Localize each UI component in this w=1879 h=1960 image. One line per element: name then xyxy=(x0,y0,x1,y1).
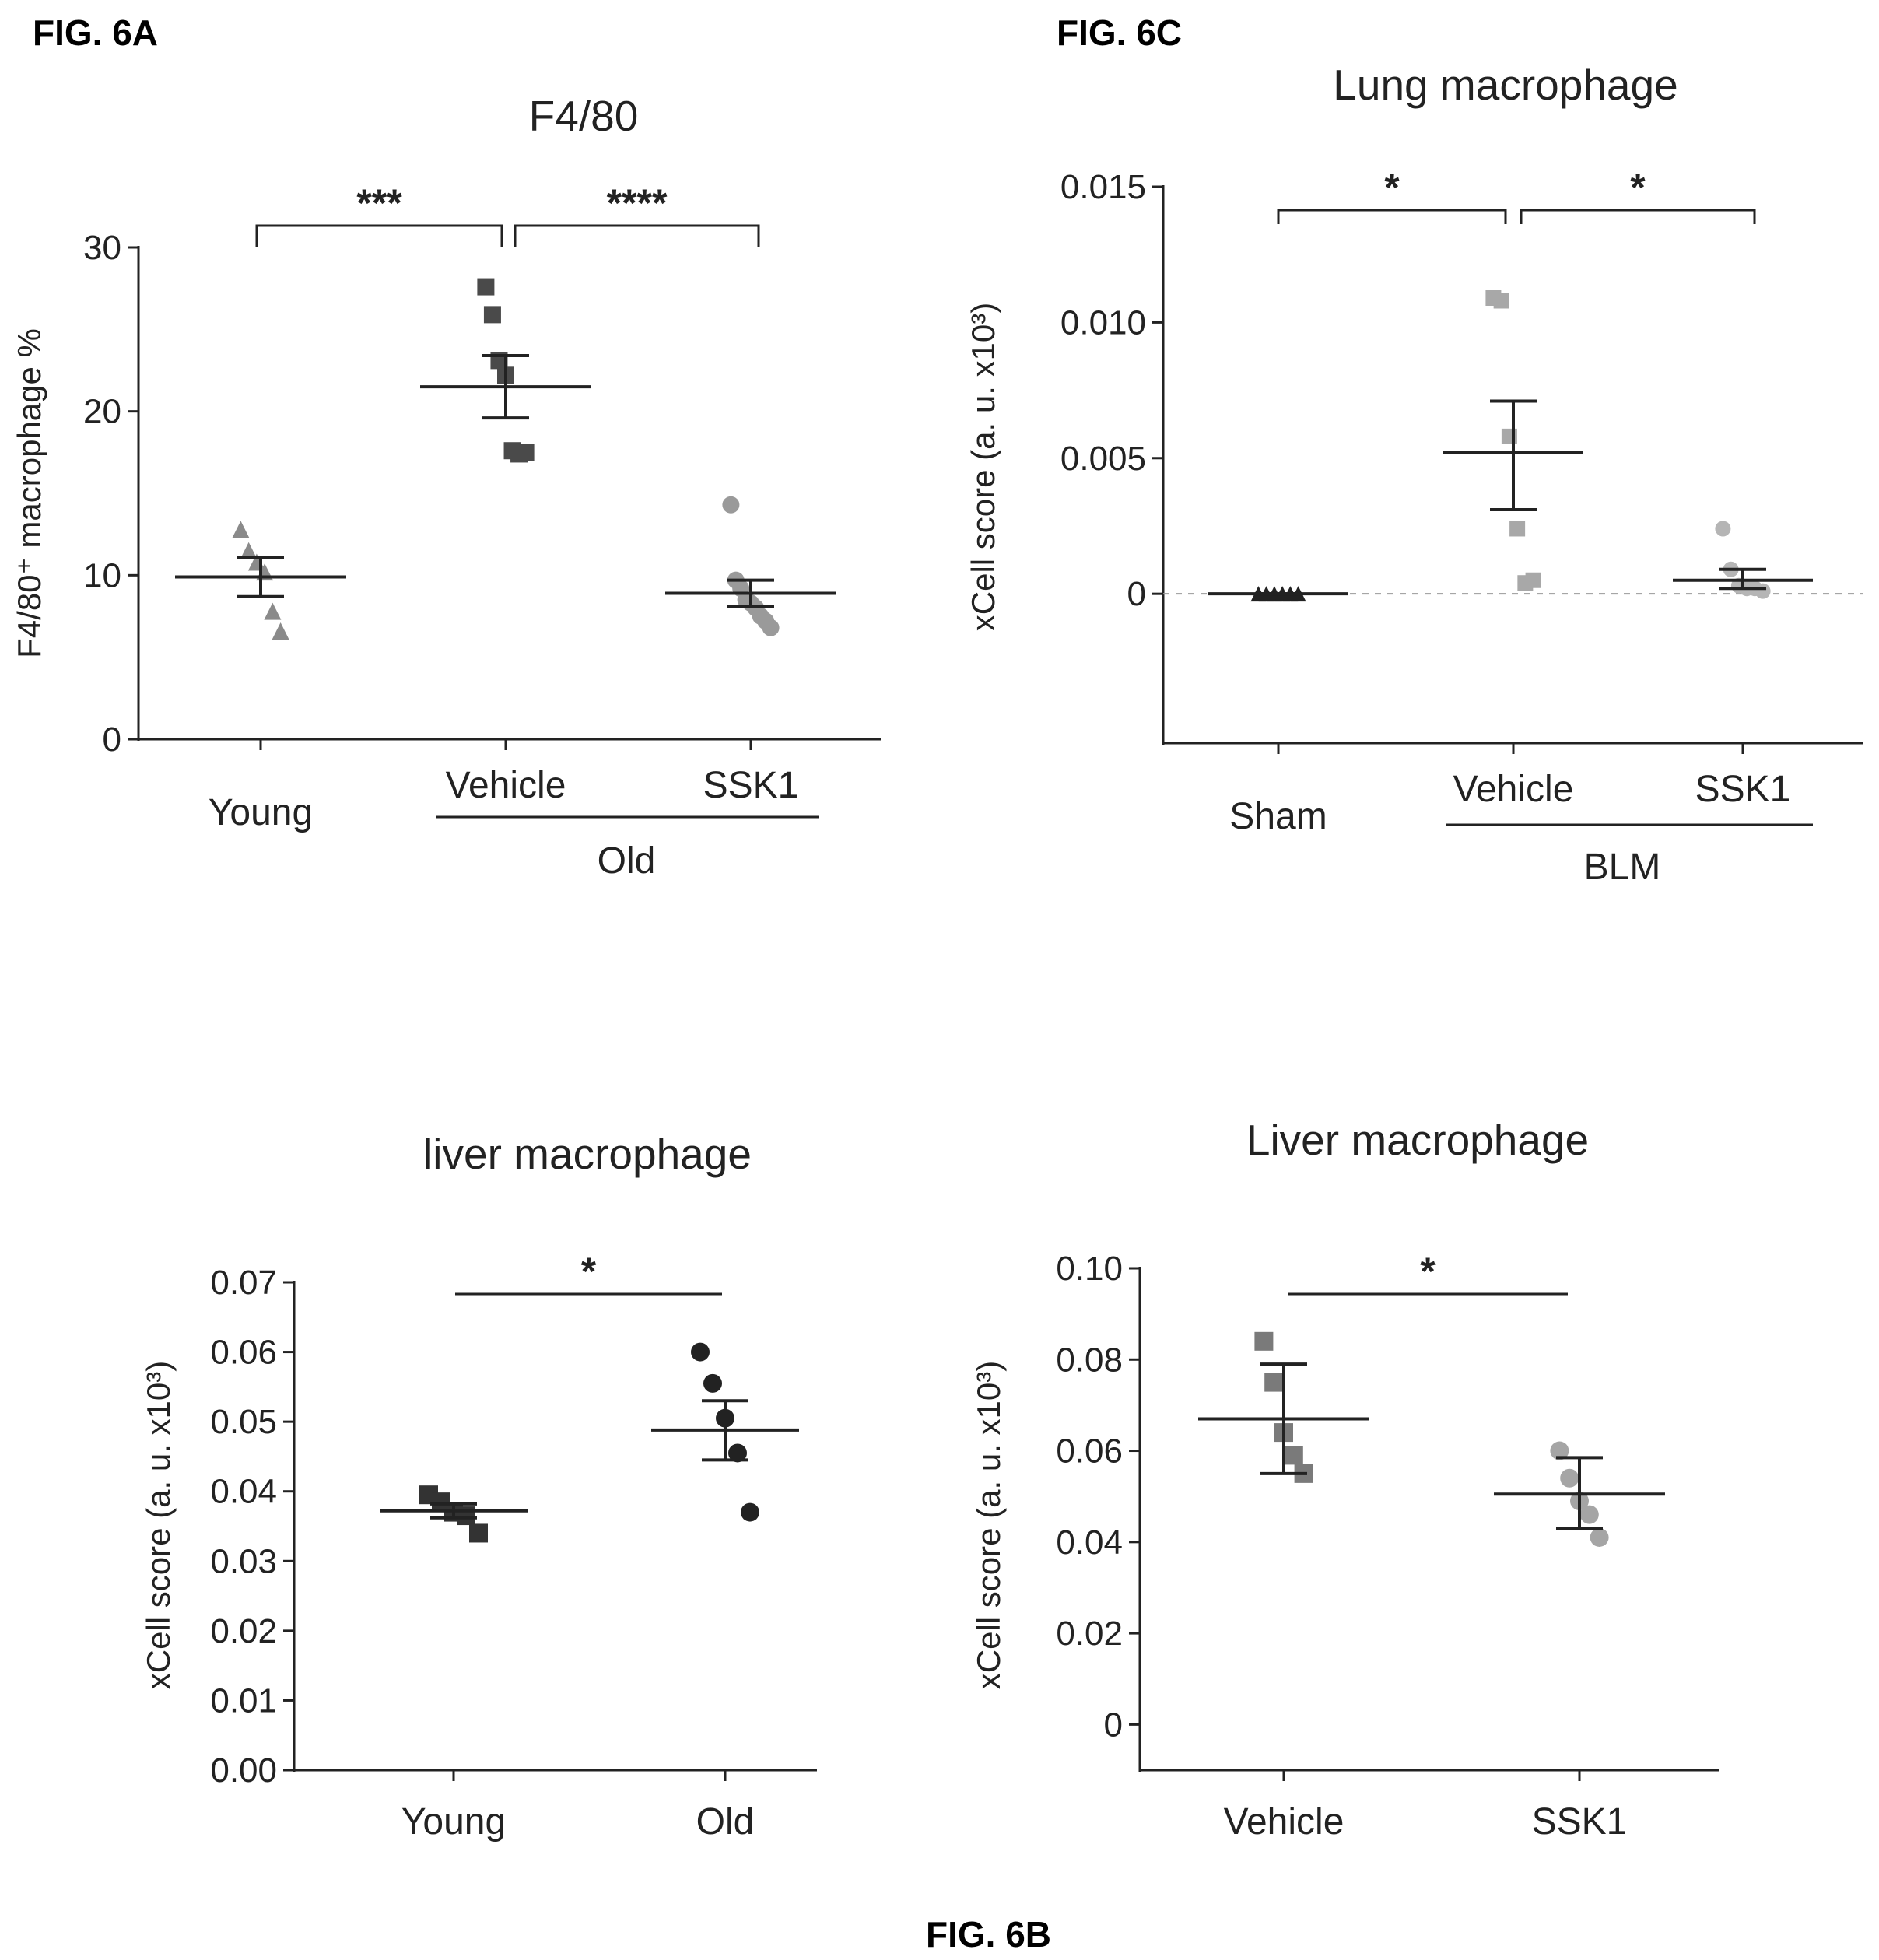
significance-stars: * xyxy=(581,1250,597,1293)
y-tick-label: 0 xyxy=(1127,575,1146,613)
data-point-circle xyxy=(1755,583,1771,599)
y-tick-label: 0.015 xyxy=(1060,168,1146,206)
chart-6a xyxy=(128,224,881,819)
data-point-square xyxy=(1284,1446,1303,1465)
chart-title: liver macrophage xyxy=(423,1130,752,1178)
x-category-label: Young xyxy=(209,792,313,833)
data-point-circle xyxy=(741,1502,759,1522)
data-point-circle xyxy=(1550,1441,1569,1460)
chart-title: Lung macrophage xyxy=(1333,61,1677,109)
data-point-square xyxy=(1525,572,1541,588)
significance-stars: * xyxy=(1630,166,1646,209)
x-category-label: SSK1 xyxy=(1532,1801,1628,1843)
data-point-triangle xyxy=(232,521,250,538)
y-tick-label: 0.08 xyxy=(1056,1341,1123,1379)
data-point-triangle xyxy=(240,542,258,559)
chart-6b-left xyxy=(283,1281,817,1781)
data-point-square xyxy=(517,444,535,461)
chart-6c xyxy=(1152,185,1863,826)
x-category-label: Vehicle xyxy=(446,765,566,806)
y-axis-label: xCell score (a. u. x10³) xyxy=(970,1361,1007,1689)
y-tick-label: 10 xyxy=(83,556,121,594)
y-tick-label: 0.04 xyxy=(210,1473,277,1511)
y-axis-label: xCell score (a. u. x10³) xyxy=(140,1361,177,1689)
data-point-square xyxy=(469,1523,488,1543)
data-point-circle xyxy=(722,496,740,514)
chart-title: Liver macrophage xyxy=(1246,1116,1589,1164)
y-tick-label: 0.01 xyxy=(210,1681,277,1720)
x-category-label: SSK1 xyxy=(1695,769,1791,810)
x-category-label: Vehicle xyxy=(1453,769,1574,810)
x-category-label: Young xyxy=(401,1801,506,1843)
y-tick-label: 0.10 xyxy=(1056,1250,1123,1288)
figure-label-6c: FIG. 6C xyxy=(1057,12,1182,53)
significance-bracket xyxy=(255,224,503,247)
y-tick-label: 0.06 xyxy=(1056,1432,1123,1471)
y-tick-label: 0 xyxy=(103,721,121,759)
chart-title: F4/80 xyxy=(529,92,639,140)
y-tick-label: 0.02 xyxy=(210,1612,277,1650)
significance-stars: **** xyxy=(607,181,668,225)
y-tick-label: 0.06 xyxy=(210,1334,277,1372)
figure-label-6a: FIG. 6A xyxy=(33,12,158,53)
data-point-square xyxy=(477,278,495,296)
y-tick-label: 0.005 xyxy=(1060,440,1146,478)
chart-6b-right xyxy=(1129,1267,1719,1781)
y-tick-label: 0.02 xyxy=(1056,1615,1123,1653)
data-point-triangle xyxy=(272,622,289,640)
y-tick-label: 20 xyxy=(83,393,121,431)
data-point-circle xyxy=(691,1342,710,1362)
y-tick-label: 0.04 xyxy=(1056,1523,1123,1562)
significance-stars: * xyxy=(1420,1250,1436,1293)
group-label: BLM xyxy=(1584,847,1661,888)
significance-bracket xyxy=(1277,209,1507,224)
significance-stars: * xyxy=(1384,166,1400,209)
data-point-circle xyxy=(1715,521,1731,537)
y-tick-label: 0 xyxy=(1104,1706,1123,1744)
y-tick-label: 30 xyxy=(83,229,121,267)
data-point-square xyxy=(1264,1373,1284,1392)
significance-bracket xyxy=(514,224,760,247)
x-category-label: Old xyxy=(696,1801,755,1843)
y-axis-label: F4/80⁺ macrophage % xyxy=(11,328,47,658)
data-point-circle xyxy=(762,619,780,636)
x-category-label: Vehicle xyxy=(1224,1801,1344,1843)
data-point-square xyxy=(483,306,501,324)
group-label: Old xyxy=(598,840,656,882)
data-point-circle xyxy=(728,1443,747,1463)
data-point-square xyxy=(457,1506,475,1526)
data-point-square xyxy=(1509,521,1526,537)
y-tick-label: 0.07 xyxy=(210,1264,277,1302)
x-category-label: SSK1 xyxy=(703,765,799,806)
data-point-circle xyxy=(1560,1468,1579,1488)
y-axis-label: xCell score (a. u. x10³) xyxy=(965,303,1001,631)
x-category-label: Sham xyxy=(1229,796,1327,837)
y-tick-label: 0.010 xyxy=(1060,303,1146,342)
y-tick-label: 0.00 xyxy=(210,1751,277,1790)
data-point-triangle xyxy=(264,602,282,620)
data-point-circle xyxy=(1590,1527,1609,1547)
data-point-circle xyxy=(703,1373,722,1393)
y-tick-label: 0.03 xyxy=(210,1542,277,1580)
data-point-square xyxy=(1254,1331,1274,1351)
figure-label-6b: FIG. 6B xyxy=(926,1914,1051,1955)
data-point-square xyxy=(1493,293,1509,309)
data-point-circle xyxy=(1579,1505,1599,1524)
significance-stars: *** xyxy=(356,181,402,225)
significance-bracket xyxy=(1520,209,1756,224)
y-tick-label: 0.05 xyxy=(210,1403,277,1441)
